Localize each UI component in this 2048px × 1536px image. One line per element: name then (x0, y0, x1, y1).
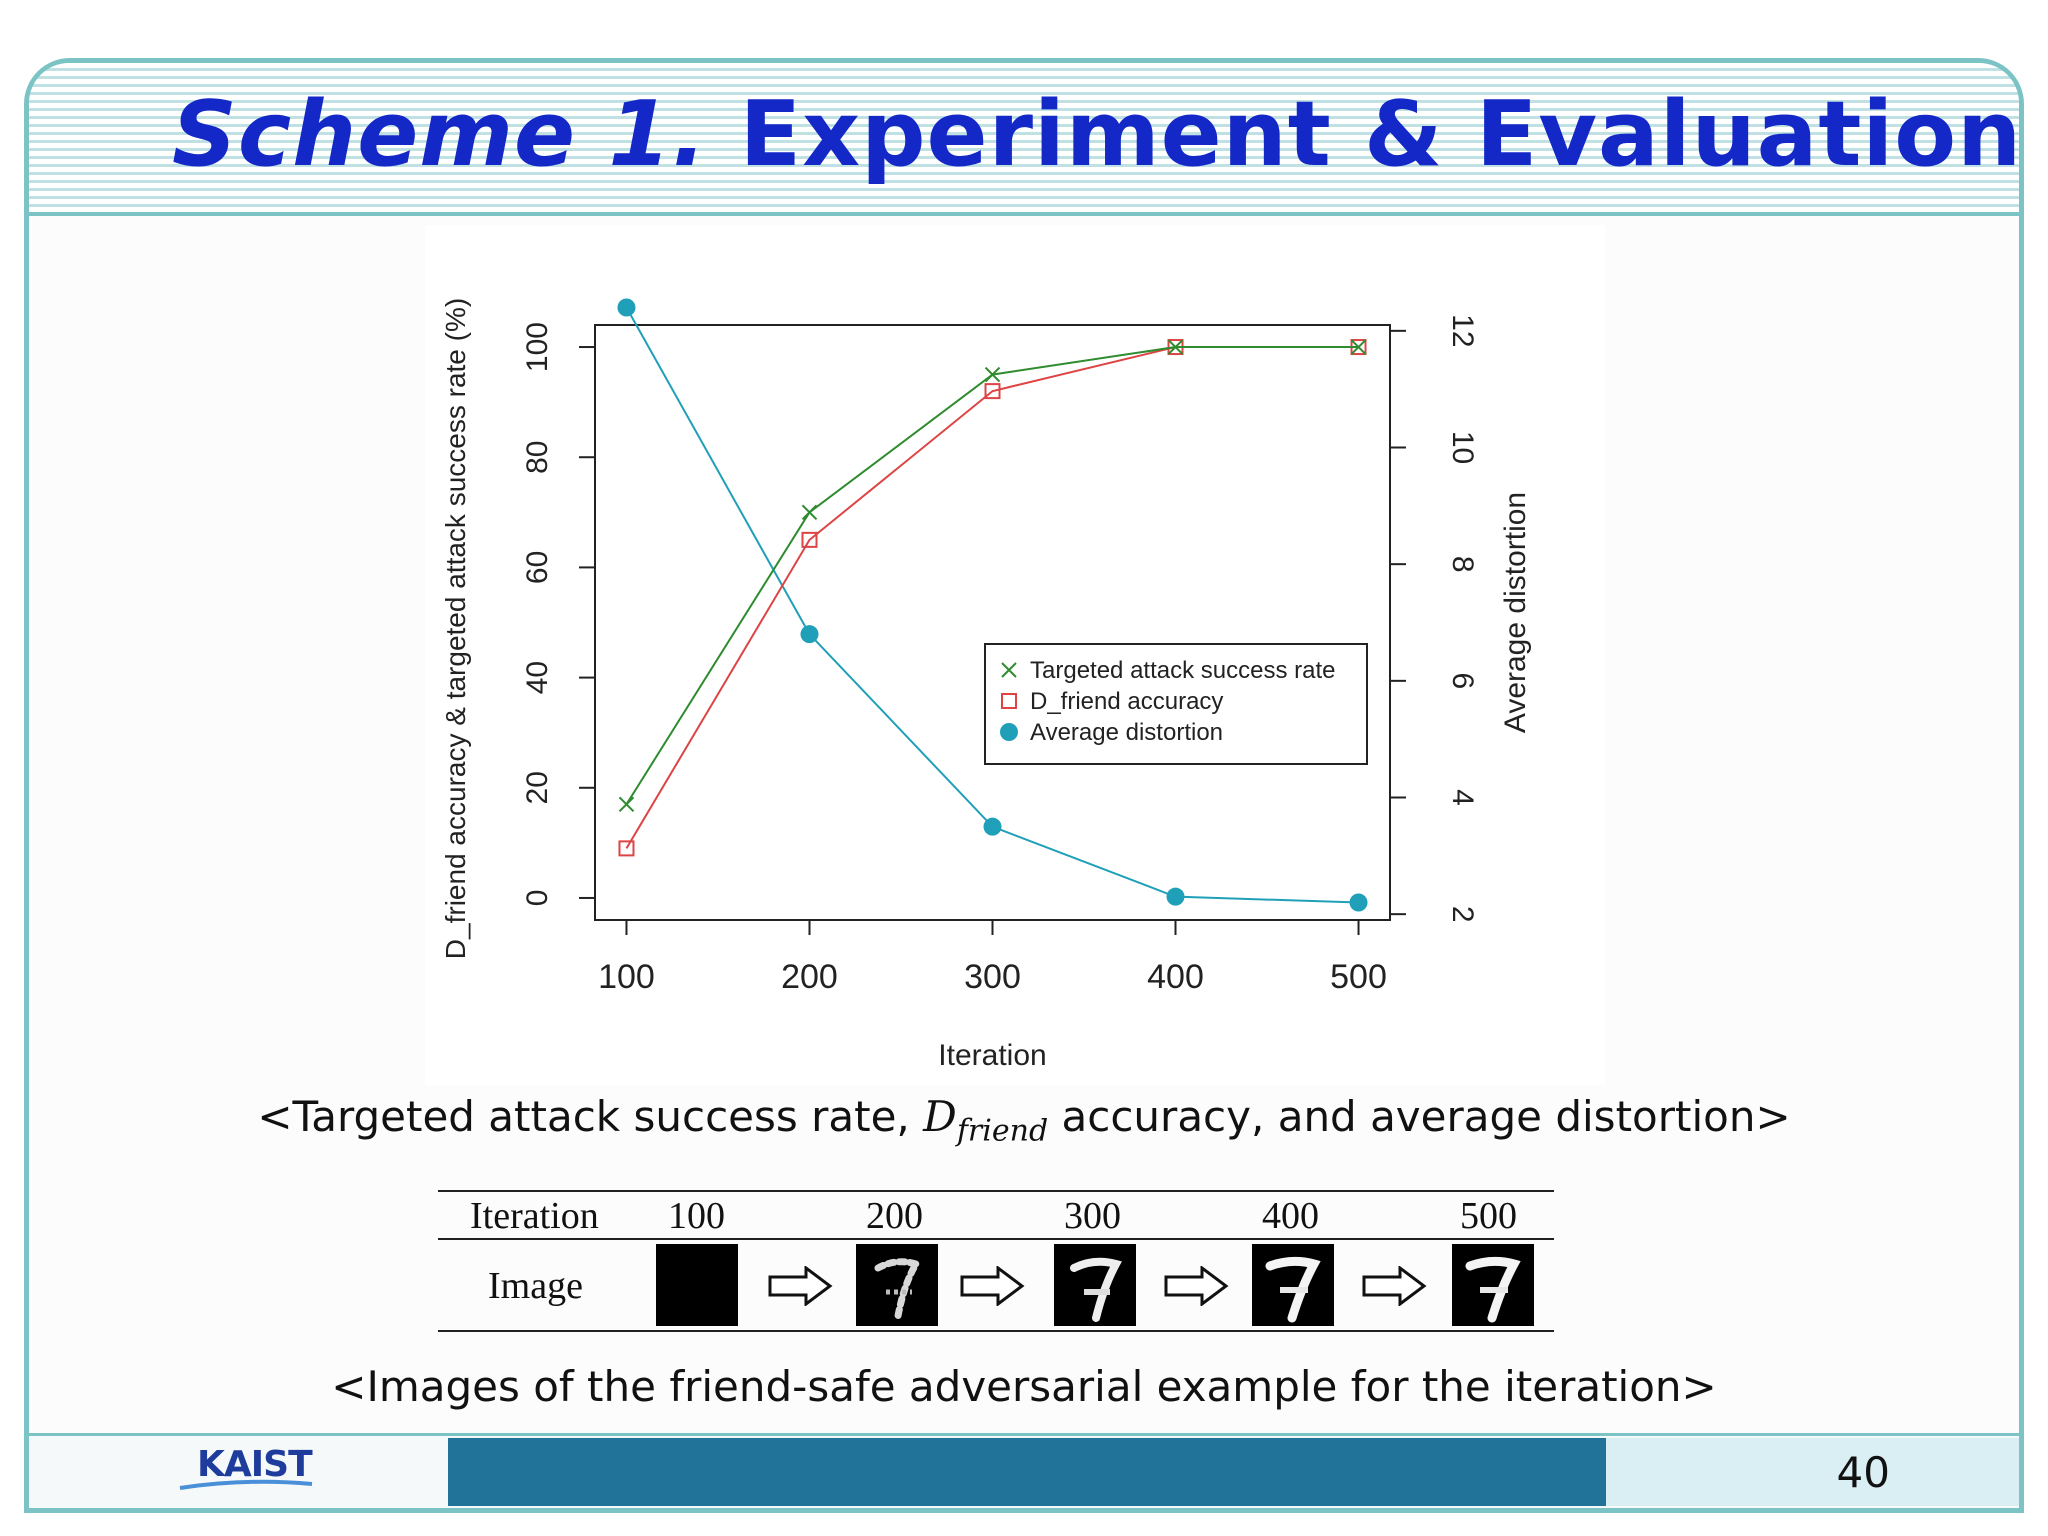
circle-marker (1166, 887, 1185, 906)
x-marker (618, 796, 635, 813)
y-left-tick-label: 80 (521, 441, 554, 474)
circle-marker (1000, 723, 1018, 741)
square-marker (618, 840, 635, 857)
x-marker (801, 504, 818, 521)
slide-title-rest: Experiment & Evaluation (707, 82, 2023, 187)
chart-caption: <Targeted attack success rate, Dfriend a… (0, 1092, 2048, 1148)
circle-marker (983, 817, 1002, 836)
table-row-image-label: Image (488, 1265, 583, 1307)
y-left-tick-label: 100 (521, 322, 554, 372)
table-iteration-100: 100 (668, 1195, 725, 1237)
slide-title-italic: Scheme 1. (172, 82, 708, 187)
x-tick-label: 200 (781, 958, 838, 996)
y-right-tick-label: 10 (1446, 431, 1479, 464)
legend-label: Average distortion (1030, 719, 1223, 746)
x-marker (1001, 662, 1017, 678)
square-marker (1001, 693, 1017, 709)
square-marker (801, 531, 818, 548)
x-tick-label: 100 (598, 958, 655, 996)
chart-caption-suffix: accuracy, and average distortion> (1048, 1092, 1791, 1141)
y-left-tick-label: 20 (521, 771, 554, 804)
y-right-tick-label: 8 (1446, 556, 1479, 573)
circle-marker (800, 625, 819, 644)
legend-label: D_friend accuracy (1030, 688, 1223, 715)
logo-swoosh-icon (179, 1479, 313, 1490)
image-table-caption: <Images of the friend-safe adversarial e… (331, 1362, 1717, 1411)
table-iteration-500: 500 (1460, 1195, 1517, 1237)
table-mid-rule (438, 1238, 1554, 1240)
x-tick-label: 500 (1330, 958, 1387, 996)
y-right-tick-label: 4 (1446, 789, 1479, 806)
iteration-image-table: Iteration 100 200 300 400 500 Image (438, 1190, 1554, 1332)
table-top-rule (438, 1190, 1554, 1192)
chart-caption-prefix: <Targeted attack success rate, (257, 1092, 924, 1141)
chart-caption-math: Dfriend (923, 1092, 1048, 1148)
footer-page-area (1606, 1438, 2019, 1506)
chart-caption-math-d: D (923, 1092, 957, 1141)
y-right-tick-label: 12 (1446, 314, 1479, 347)
y-left-axis-title: D_friend accuracy & targeted attack succ… (440, 298, 471, 959)
chart-caption-math-sub: friend (956, 1113, 1049, 1149)
x-tick-label: 400 (1147, 958, 1204, 996)
digit-image-400 (1252, 1244, 1334, 1326)
x-marker (1167, 339, 1184, 355)
footer-bar (448, 1438, 1606, 1506)
x-axis-title: Iteration (938, 1039, 1046, 1072)
title-band (29, 63, 2019, 215)
arrow-right-icon (768, 1266, 833, 1306)
legend-label: Targeted attack success rate (1030, 657, 1335, 684)
table-header-iteration: Iteration (470, 1195, 599, 1237)
page-number: 40 (1836, 1448, 1890, 1497)
x-marker (1350, 339, 1367, 355)
table-iteration-200: 200 (866, 1195, 923, 1237)
square-marker (984, 383, 1001, 400)
x-marker (984, 366, 1001, 383)
y-left-tick-label: 0 (521, 890, 554, 907)
digit-image-500 (1452, 1244, 1534, 1326)
circle-marker (1349, 893, 1368, 912)
digit-image-300 (1054, 1244, 1136, 1326)
title-divider (29, 212, 2019, 216)
table-iteration-300: 300 (1064, 1195, 1121, 1237)
footer-divider (29, 1433, 2019, 1437)
y-right-axis-title: Average distortion (1499, 492, 1532, 733)
y-right-tick-label: 6 (1446, 672, 1479, 689)
line-chart: 100 200 300 400 500 Iteration 0 20 40 60 80 100 D_fr… (425, 225, 1605, 1085)
slide-title: Scheme 1. Experiment & Evaluation (172, 82, 2022, 187)
x-tick-label: 300 (964, 958, 1021, 996)
arrow-right-icon (960, 1266, 1025, 1306)
y-left-tick-label: 60 (521, 551, 554, 584)
table-iteration-400: 400 (1262, 1195, 1319, 1237)
y-right-tick-label: 2 (1446, 906, 1479, 923)
kaist-logo: KAIST (197, 1444, 313, 1485)
arrow-right-icon (1362, 1266, 1427, 1306)
y-left-tick-label: 40 (521, 661, 554, 694)
legend-box (984, 643, 1368, 765)
digit-image-100 (656, 1244, 738, 1326)
digit-image-200 (856, 1244, 938, 1326)
arrow-right-icon (1164, 1266, 1229, 1306)
circle-marker (617, 298, 636, 317)
table-bottom-rule (438, 1330, 1554, 1332)
chart-layer: 100 200 300 400 500 Iteration 0 20 40 60 80 100 D_fr… (440, 298, 1532, 1072)
